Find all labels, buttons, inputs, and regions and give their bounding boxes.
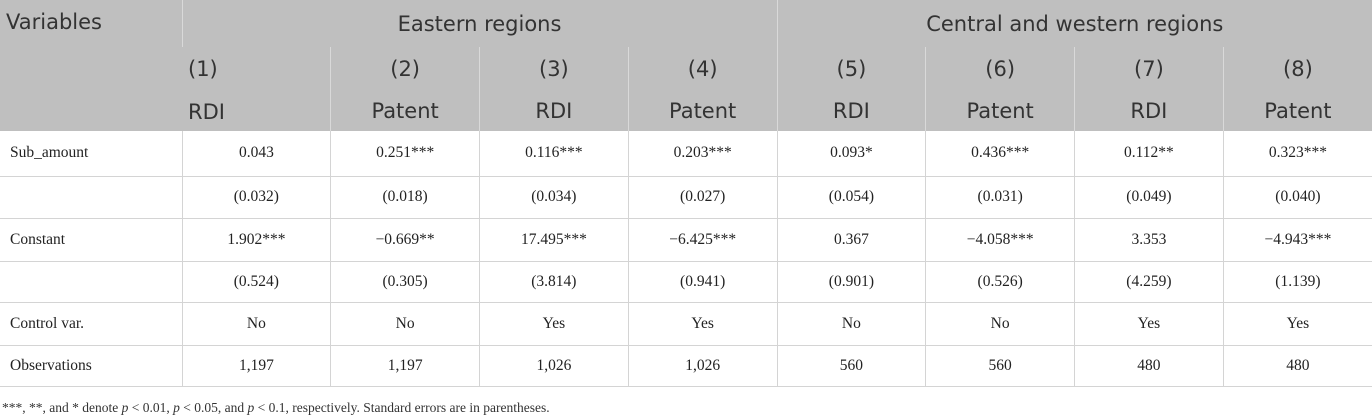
table-cell: Yes — [627, 302, 778, 346]
dependent-variable: RDI — [182, 90, 331, 131]
table-cell: No — [330, 302, 480, 346]
table-header: Variables Eastern regions Central and west… — [0, 0, 1372, 131]
row-label: Observations — [0, 345, 183, 387]
dependent-variable: RDI — [479, 90, 629, 131]
table-cell: 0.323*** — [1222, 131, 1372, 177]
table-cell: 17.495*** — [479, 218, 629, 262]
table-cell: (0.305) — [330, 261, 480, 303]
footnote-text: < 0.1, respectively. Standard errors are… — [254, 399, 550, 415]
table-cell: 560 — [925, 345, 1076, 387]
dependent-variable: Patent — [627, 90, 778, 131]
table-cell: 0.203*** — [627, 131, 778, 177]
table-cell: −4.943*** — [1222, 218, 1372, 262]
table-cell: (0.049) — [1074, 176, 1224, 219]
table-cell: (1.139) — [1222, 261, 1372, 303]
table-cell: 560 — [776, 345, 927, 387]
column-number: (4) — [627, 47, 778, 90]
table-cell: 480 — [1222, 345, 1372, 387]
table-cell: 0.251*** — [330, 131, 480, 177]
table-row: Observations 1,197 1,197 1,026 1,026 560 560 48… — [0, 345, 1372, 387]
footnote-text: < 0.01, — [128, 399, 174, 415]
table-cell: (4.259) — [1074, 261, 1224, 303]
table-cell: 0.436*** — [925, 131, 1076, 177]
footnote-text: ***, **, and * denote — [2, 399, 122, 415]
table-cell: (0.941) — [627, 261, 778, 303]
table-cell: 1,197 — [181, 345, 332, 387]
table-cell: 1,197 — [330, 345, 480, 387]
column-number: (1) — [182, 47, 331, 90]
table-cell: No — [181, 302, 332, 346]
table-row: Control var. No No Yes Yes No No Yes Yes — [0, 302, 1372, 346]
table-cell: (0.018) — [330, 176, 480, 219]
row-label — [0, 176, 183, 219]
footnote-text: < 0.05, and — [179, 399, 248, 415]
column-number: (6) — [925, 47, 1075, 90]
table-cell: Yes — [1222, 302, 1372, 346]
table-cell: −4.058*** — [925, 218, 1076, 262]
table-cell: 0.116*** — [479, 131, 629, 177]
table-cell: No — [925, 302, 1076, 346]
table-cell: 0.112** — [1074, 131, 1224, 177]
dependent-variable: RDI — [1074, 90, 1224, 131]
table-cell: −6.425*** — [627, 218, 778, 262]
table-row: (0.524) (0.305) (3.814) (0.941) (0.901) (0.52… — [0, 261, 1372, 303]
dependent-variable: RDI — [776, 90, 926, 131]
table-cell: −0.669** — [330, 218, 480, 262]
header-group: Central and western regions — [776, 0, 1372, 47]
dependent-variable: Patent — [925, 90, 1075, 131]
footnote: ***, **, and * denote p < 0.01, p < 0.05… — [2, 400, 1372, 416]
column-number: (2) — [330, 47, 480, 90]
header-row: (1) (2) (3) (4) (5) (6) (7) (8) — [0, 47, 1372, 90]
column-number: (5) — [776, 47, 926, 90]
dependent-variable: Patent — [1222, 90, 1372, 131]
row-label: Sub_amount — [0, 131, 183, 177]
row-label: Constant — [0, 218, 183, 262]
table-cell: 1,026 — [627, 345, 778, 387]
table-cell: (0.526) — [925, 261, 1076, 303]
footnote-text: p — [247, 399, 255, 415]
table-cell: 1.902*** — [181, 218, 332, 262]
table-cell: (0.524) — [181, 261, 332, 303]
row-label — [0, 261, 183, 303]
table-cell: (0.054) — [776, 176, 927, 219]
column-number: (8) — [1222, 47, 1372, 90]
table-cell: 1,026 — [479, 345, 629, 387]
table-cell: 480 — [1074, 345, 1224, 387]
table-row: (0.032) (0.018) (0.034) (0.027) (0.054) (0.03… — [0, 176, 1372, 219]
table-cell: (0.031) — [925, 176, 1076, 219]
column-number: (3) — [479, 47, 629, 90]
table-cell: (3.814) — [479, 261, 629, 303]
table-cell: Yes — [1074, 302, 1224, 346]
table-cell: (0.040) — [1222, 176, 1372, 219]
results-table: Variables Eastern regions Central and west… — [0, 0, 1372, 387]
table-cell: (0.901) — [776, 261, 927, 303]
column-number: (7) — [1074, 47, 1224, 90]
footnote-text: p — [121, 399, 129, 415]
table-row: Constant 1.902*** −0.669** 17.495*** −6.425*… — [0, 218, 1372, 262]
dependent-variable: Patent — [330, 90, 480, 131]
table-cell: (0.027) — [627, 176, 778, 219]
header-cell: Variables — [0, 0, 182, 131]
table-cell: 3.353 — [1074, 218, 1224, 262]
table-cell: No — [776, 302, 927, 346]
table-cell: 0.367 — [776, 218, 927, 262]
table-row: Sub_amount 0.043 0.251*** 0.116*** 0.203*** 0… — [0, 131, 1372, 177]
footnote-text: p — [173, 399, 180, 415]
table-body: Sub_amount 0.043 0.251*** 0.116*** 0.203*** 0… — [0, 131, 1372, 387]
table-cell: Yes — [479, 302, 629, 346]
row-label: Control var. — [0, 302, 183, 346]
table-cell: (0.032) — [181, 176, 332, 219]
table-cell: (0.034) — [479, 176, 629, 219]
table-cell: 0.043 — [181, 131, 332, 177]
header-row: RDI Patent RDI Patent RDI Patent RDI Patent — [0, 90, 1372, 131]
header-group: Eastern regions — [181, 0, 778, 47]
header-row: Variables Eastern regions Central and west… — [0, 0, 1372, 131]
table-cell: 0.093* — [776, 131, 927, 177]
